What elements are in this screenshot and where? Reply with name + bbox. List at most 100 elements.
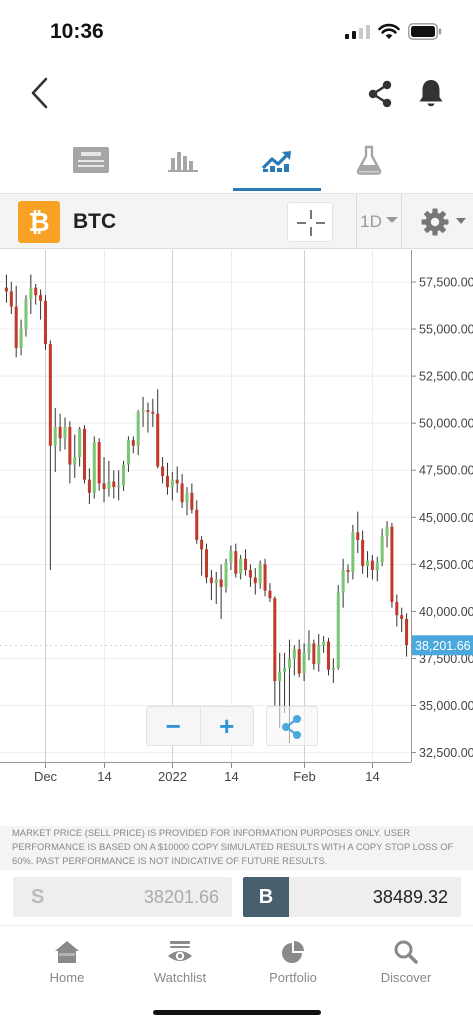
candle	[292, 645, 296, 676]
candle	[107, 460, 111, 497]
chart-share-button[interactable]	[266, 706, 318, 746]
sell-button[interactable]: S 38201.66	[13, 877, 232, 917]
candle	[361, 530, 365, 574]
tab-news[interactable]	[43, 128, 139, 191]
disclaimer-text: MARKET PRICE (SELL PRICE) IS PROVIDED FO…	[0, 826, 473, 870]
candle	[322, 635, 326, 653]
candle-body	[29, 287, 33, 299]
candle	[239, 554, 243, 580]
candle-body	[92, 442, 96, 493]
candle	[63, 417, 67, 450]
nav-discover[interactable]: Discover	[356, 940, 456, 996]
y-tick-label: 32,500.00	[419, 746, 473, 760]
candle-body	[4, 287, 8, 292]
candle	[204, 543, 209, 584]
candle	[336, 585, 340, 670]
candle-body	[48, 344, 52, 446]
candle	[29, 274, 33, 314]
candle-body	[395, 602, 399, 616]
candle	[156, 389, 160, 469]
candle	[351, 524, 355, 580]
zoom-out-button[interactable]: −	[147, 707, 201, 745]
instrument-tabs	[0, 128, 473, 191]
buy-label: B	[243, 877, 289, 917]
news-icon	[73, 146, 109, 173]
candle-body	[248, 570, 252, 578]
candle	[326, 637, 331, 676]
tab-stats[interactable]	[135, 128, 231, 191]
candle	[273, 596, 277, 706]
candle	[87, 468, 91, 505]
candle	[209, 570, 213, 601]
candle-body	[9, 291, 13, 307]
candle-body	[58, 426, 62, 439]
candle	[97, 438, 101, 491]
timeframe-dropdown[interactable]: 1D	[356, 194, 402, 249]
sell-price: 38201.66	[143, 887, 219, 907]
bell-icon[interactable]	[417, 78, 445, 108]
nav-portfolio[interactable]: Portfolio	[243, 940, 343, 996]
candle-body	[336, 592, 340, 668]
candle	[185, 487, 189, 516]
candle-body	[63, 426, 67, 439]
candle	[141, 396, 145, 427]
candle-body	[219, 579, 223, 587]
candle	[258, 560, 262, 589]
watchlist-eye-icon	[168, 941, 192, 961]
buy-button[interactable]: B 38489.32	[243, 877, 461, 917]
candle-body	[263, 564, 267, 591]
nav-home[interactable]: Home	[17, 940, 117, 996]
candle-body	[73, 457, 77, 465]
candle	[356, 511, 360, 554]
candle-body	[326, 641, 331, 670]
zoom-in-button[interactable]: +	[219, 710, 235, 741]
tab-chart[interactable]	[229, 128, 325, 191]
y-tick-label: 42,500.00	[419, 558, 473, 572]
candle-body	[244, 558, 248, 570]
sell-label: S	[31, 886, 45, 908]
candle	[390, 522, 394, 608]
nav-watchlist[interactable]: Watchlist	[130, 940, 230, 996]
candle	[151, 398, 155, 427]
candle-body	[34, 287, 38, 296]
candle-body	[107, 481, 111, 490]
candle	[78, 426, 82, 467]
back-chevron-icon[interactable]	[26, 76, 56, 110]
signal-icon	[345, 25, 370, 39]
candle-body	[380, 536, 384, 563]
chevron-down-icon	[385, 216, 398, 223]
home-indicator	[153, 1010, 321, 1015]
price-chart[interactable]: 57,500.00 55,000.00 52,500.00 50,000.00 47,5…	[0, 250, 473, 825]
candle	[307, 630, 311, 661]
candle-body	[156, 413, 160, 467]
candle-body	[170, 479, 174, 488]
candle	[395, 594, 399, 627]
candle	[346, 564, 350, 584]
tab-research[interactable]	[321, 128, 417, 191]
y-tick-label: 50,000.00	[419, 417, 473, 431]
candle	[229, 545, 233, 570]
instrument-header: ₿ BTC 1D	[0, 193, 473, 249]
candle	[253, 568, 257, 595]
candle-body	[302, 652, 306, 674]
nav-watchlist-label: Watchlist	[153, 970, 207, 985]
candle-body	[239, 558, 243, 574]
candle	[297, 639, 301, 678]
y-tick-label: 55,000.00	[419, 323, 473, 337]
candle	[165, 462, 169, 495]
candle-body	[273, 598, 277, 682]
gear-icon[interactable]	[418, 206, 468, 238]
x-tick-label: Dec	[34, 769, 58, 784]
candle-body	[78, 428, 82, 458]
candle-body	[234, 551, 238, 574]
candle-body	[283, 667, 287, 672]
crosshair-button[interactable]	[287, 202, 333, 242]
candle-body	[390, 526, 394, 602]
candle	[370, 554, 374, 580]
candle-body	[87, 479, 91, 493]
bar-stats-icon	[168, 151, 198, 172]
share-icon[interactable]	[366, 80, 394, 108]
x-tick-label: 14	[365, 769, 379, 784]
candlestick-chart: 57,500.00 55,000.00 52,500.00 50,000.00 47,5…	[0, 250, 473, 784]
candle-body	[175, 479, 179, 484]
